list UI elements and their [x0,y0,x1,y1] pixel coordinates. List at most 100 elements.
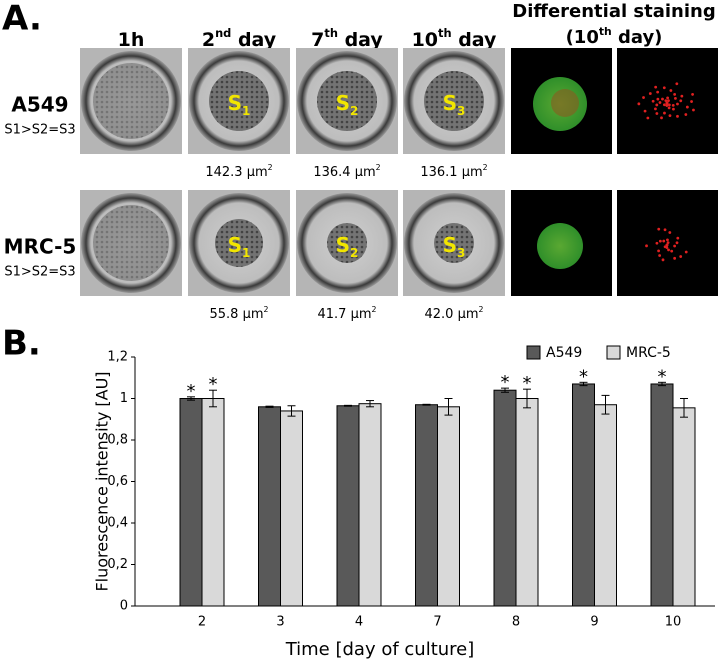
area-label: 136.1 µm2 [420,163,487,180]
text-part: S [336,91,350,115]
text-part: 1 [242,104,250,118]
red-dot [673,256,677,260]
text-part: 2 [264,305,269,314]
text-part: 55.8 µm [210,307,264,322]
bar [672,407,696,607]
red-dot [658,239,662,243]
y-tick-label: 0,6 [107,474,128,489]
legend-label: A549 [546,345,582,361]
red-dot [675,241,679,245]
bar [258,406,281,607]
red-dot [660,116,663,120]
spheroid-label: S1 [228,233,251,260]
text-part: S [228,91,242,115]
red-dot [674,96,677,100]
red-dot [667,248,670,252]
red-dot [656,97,660,101]
spheroid [434,223,474,263]
x-tick-label: 3 [276,615,284,630]
bar [415,404,438,607]
red-dot [657,249,660,253]
red-dot [663,228,667,232]
text-part: 2 [202,29,215,51]
significance-marker: * [209,374,218,395]
y-tick-label: 1 [120,391,128,406]
spheroid [215,219,263,267]
panel-label: B. [2,324,41,364]
text-part: 3 [457,104,465,118]
red-dot [642,96,645,99]
red-dot [673,244,677,248]
spheroid-label: S3 [443,91,466,118]
red-dot [666,96,670,100]
red-dot [676,114,679,118]
red-dot [684,250,688,254]
staining-title: (10th day) [566,25,663,49]
red-dot [668,114,672,118]
red-dot [666,241,670,245]
red-dot [667,99,670,103]
spheroid [93,63,169,139]
significance-marker: * [523,373,532,394]
text-part: 2 [268,163,273,172]
text-part: 7 [311,29,324,51]
red-dot [676,236,680,240]
text-part: 142.3 µm [205,165,267,180]
text-part: S [228,233,242,257]
red-dot [673,92,677,96]
text-part: 1h [118,29,145,51]
red-dot [655,112,659,115]
column-header: 2nd day [202,26,277,51]
area-label: 41.7 µm2 [318,305,377,322]
bar [201,398,225,607]
significance-marker: * [658,366,667,387]
red-dot [675,82,679,86]
y-tick-label: 0,2 [107,557,128,572]
text-part: day) [612,27,663,48]
red-dot [691,93,694,96]
text-part: th [324,26,338,40]
text-part: 136.1 µm [420,165,482,180]
spheroid-label: S2 [336,91,359,118]
red-dot [679,255,683,258]
row-order: S1>S2=S3 [4,123,75,138]
area-label: 55.8 µm2 [210,305,269,322]
text-part: 42.0 µm [425,307,479,322]
area-label: 42.0 µm2 [425,305,484,322]
text-part: 2 [350,104,358,118]
red-dot [661,258,665,262]
text-part: (10 [566,27,599,48]
legend-swatch [606,345,621,360]
text-part: 3 [457,246,465,260]
text-part: 1 [242,246,250,260]
text-part: S [336,233,350,257]
area-label: 142.3 µm2 [205,163,272,180]
red-dot [666,238,669,242]
row-order: S1>S2=S3 [4,265,75,280]
red-dot [662,86,666,90]
text-part: nd [215,26,231,40]
red-dot [665,243,669,247]
bar [650,383,674,607]
red-dot [665,104,669,107]
y-tick-label: 1,2 [107,350,128,365]
red-dot [661,97,664,101]
spheroid-label: S1 [228,91,251,118]
y-label: Fluorescence intensity [AU] [93,371,112,591]
red-core [551,89,579,117]
red-dot [670,249,674,253]
red-dot [690,100,693,103]
y-tick-label: 0,4 [107,516,128,531]
red-dot [643,109,647,113]
bar [572,383,595,607]
red-dot [679,99,683,103]
red-dot [665,246,669,249]
x-tick-label: 8 [512,615,520,630]
red-dot [646,116,650,120]
bar [336,405,360,607]
text-part: 10 [412,29,438,51]
x-tick-label: 7 [433,615,441,630]
red-dot [651,99,655,103]
red-dot [665,101,669,105]
red-dot [663,103,666,107]
